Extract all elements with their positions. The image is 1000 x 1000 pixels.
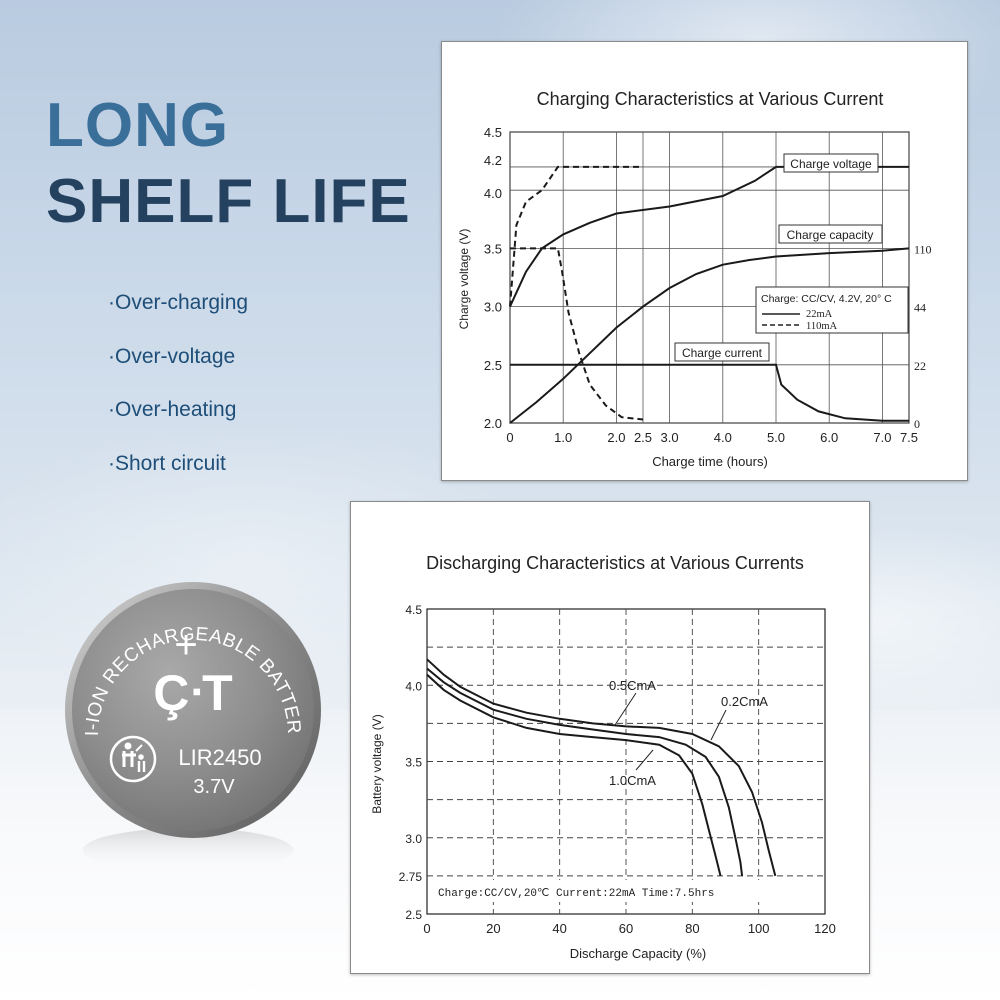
charging-y-tick-label: 4.2 bbox=[484, 153, 502, 168]
family-disposal-icon bbox=[109, 735, 157, 783]
discharging-note-box bbox=[431, 880, 776, 902]
charging-x-tick-label: 7.0 bbox=[873, 430, 891, 445]
coin-battery: LI-ION RECHARGEABLE BATTERY + ÇᐧT LIR245… bbox=[60, 575, 321, 872]
coin-plus-sign: + bbox=[174, 623, 197, 667]
charging-x-tick-label: 5.0 bbox=[767, 430, 785, 445]
charging-x-tick-label: 7.5 bbox=[900, 430, 918, 445]
charging-chart: Charging Characteristics at Various Curr… bbox=[457, 89, 932, 469]
brand-logo-text: ÇᐧT bbox=[153, 665, 232, 721]
charging-chart-series bbox=[509, 165, 910, 424]
annotation-charge-capacity-label: Charge capacity bbox=[787, 228, 874, 242]
series-label-0-5cma: 0.5CmA bbox=[609, 678, 656, 693]
feature-list: ·Over-charging ·Over-voltage ·Over-heati… bbox=[108, 285, 248, 499]
annotation-charge-capacity: Charge capacity bbox=[778, 224, 883, 244]
discharging-x-tick-label: 20 bbox=[486, 921, 500, 936]
discharging-y-tick-label: 2.75 bbox=[399, 870, 423, 884]
charging-chart-ylabel: Charge voltage (V) bbox=[457, 229, 471, 330]
charging-y2-tick-label: 0 bbox=[914, 417, 920, 431]
charging-plot-frame bbox=[509, 131, 910, 424]
charging-series-22mA bbox=[509, 165, 909, 308]
coin-reflection bbox=[83, 828, 293, 872]
series-leader-0-2cma bbox=[710, 709, 727, 741]
discharging-chart-note: Charge:CC/CV,20℃ Current:22mA Time:7.5hr… bbox=[438, 888, 714, 900]
charging-y-tick-label: 4.5 bbox=[484, 125, 502, 140]
discharging-chart-series bbox=[426, 658, 777, 877]
brand-logo: ÇᐧT bbox=[153, 665, 232, 721]
discharging-y-tick-label: 4.0 bbox=[405, 679, 422, 693]
discharging-chart-title: Discharging Characteristics at Various C… bbox=[426, 553, 804, 573]
discharging-y-tick-label: 4.5 bbox=[405, 603, 422, 617]
charging-series-110mA bbox=[509, 165, 643, 307]
charging-chart-legend: Charge: CC/CV, 4.2V, 20° C 22mA 110mA bbox=[755, 286, 909, 334]
series-leader-1-0cma bbox=[635, 749, 654, 771]
discharging-x-tick-label: 0 bbox=[423, 921, 430, 936]
charging-y-tick-label: 3.0 bbox=[484, 300, 502, 315]
battery-model: LIR2450 bbox=[178, 745, 261, 770]
charging-y2-tick-label: 110 bbox=[914, 242, 932, 256]
charging-series-22mA bbox=[509, 247, 910, 424]
discharging-chart-xlabel: Discharge Capacity (%) bbox=[570, 946, 707, 961]
discharging-x-tick-label: 120 bbox=[814, 921, 836, 936]
discharging-x-tick-label: 40 bbox=[552, 921, 566, 936]
discharging-y-tick-label: 3.5 bbox=[405, 756, 422, 770]
series-label-1-0cma: 1.0CmA bbox=[609, 773, 656, 788]
headline: LONG SHELF LIFE bbox=[46, 88, 411, 240]
discharging-y-tick-label: 2.5 bbox=[405, 908, 422, 922]
charging-chart-panel: Charging Characteristics at Various Curr… bbox=[441, 41, 968, 481]
discharging-y-tick-label: 3.0 bbox=[405, 832, 422, 846]
charging-series-110mA bbox=[510, 247, 644, 421]
series-label-0-2cma: 0.2CmA bbox=[721, 694, 768, 709]
legend-title: Charge: CC/CV, 4.2V, 20° C bbox=[761, 293, 892, 305]
coin-face bbox=[72, 589, 314, 831]
charging-x-tick-label: 3.0 bbox=[661, 430, 679, 445]
feature-short-circuit: ·Short circuit bbox=[108, 451, 226, 475]
discharging-chart-panel: Discharging Characteristics at Various C… bbox=[350, 501, 870, 974]
charging-x-tick-label: 6.0 bbox=[820, 430, 838, 445]
charging-chart-xlabel: Charge time (hours) bbox=[652, 454, 768, 469]
series-leader-0-5cma bbox=[614, 692, 637, 726]
feature-over-charging: ·Over-charging bbox=[108, 291, 249, 314]
legend-entry-110ma: 110mA bbox=[806, 321, 838, 332]
charging-chart-grid bbox=[509, 131, 910, 424]
headline-line-2: SHELF LIFE bbox=[46, 167, 411, 236]
legend-entry-22ma: 22mA bbox=[806, 309, 833, 320]
discharging-chart-ticks: 0 20 40 60 80 100 120 2.5 2.75 3.0 3.5 4.0 4.5 bbox=[399, 603, 836, 936]
feature-over-heating: ·Over-heating bbox=[108, 398, 237, 421]
discharging-x-tick-label: 80 bbox=[685, 921, 699, 936]
annotation-charge-current-label: Charge current bbox=[682, 346, 763, 360]
annotation-charge-voltage-label: Charge voltage bbox=[790, 157, 872, 171]
charging-y-tick-label: 3.5 bbox=[484, 241, 502, 256]
discharging-chart-grid bbox=[426, 608, 826, 915]
charging-x-tick-label: 2.5 bbox=[634, 430, 652, 445]
discharging-series-0.5CmA bbox=[426, 667, 744, 877]
charging-y-tick-label: 4.0 bbox=[484, 186, 502, 201]
discharging-chart-ylabel: Battery voltage (V) bbox=[370, 714, 384, 813]
charging-y2-tick-label: 22 bbox=[914, 359, 926, 373]
charging-y-tick-label: 2.5 bbox=[484, 358, 502, 373]
charging-x-tick-label: 2.0 bbox=[607, 430, 625, 445]
battery-voltage: 3.7V bbox=[193, 776, 235, 798]
discharging-series-1.0CmA bbox=[426, 673, 722, 877]
charging-y-tick-label: 2.0 bbox=[484, 416, 502, 431]
feature-over-voltage: ·Over-voltage bbox=[108, 344, 236, 368]
discharging-series-0.2CmA bbox=[426, 658, 777, 877]
discharging-x-tick-label: 60 bbox=[619, 921, 633, 936]
charging-x-tick-label: 4.0 bbox=[714, 430, 732, 445]
headline-line-1: LONG bbox=[46, 91, 230, 160]
charging-x-tick-label: 1.0 bbox=[554, 430, 572, 445]
annotation-charge-current: Charge current bbox=[674, 342, 770, 362]
charging-y2-tick-label: 44 bbox=[914, 301, 926, 315]
charging-chart-title: Charging Characteristics at Various Curr… bbox=[537, 89, 884, 109]
annotation-charge-voltage: Charge voltage bbox=[783, 153, 879, 173]
charging-x-tick-label: 0 bbox=[506, 430, 513, 445]
discharging-chart: Discharging Characteristics at Various C… bbox=[370, 553, 836, 961]
discharging-x-tick-label: 100 bbox=[748, 921, 770, 936]
charging-series-22mA bbox=[510, 363, 909, 422]
charging-chart-ticks: 0 1.0 2.0 2.5 3.0 4.0 5.0 6.0 7.0 7.5 2.0 2.5 3.0 3.5… bbox=[484, 125, 932, 445]
